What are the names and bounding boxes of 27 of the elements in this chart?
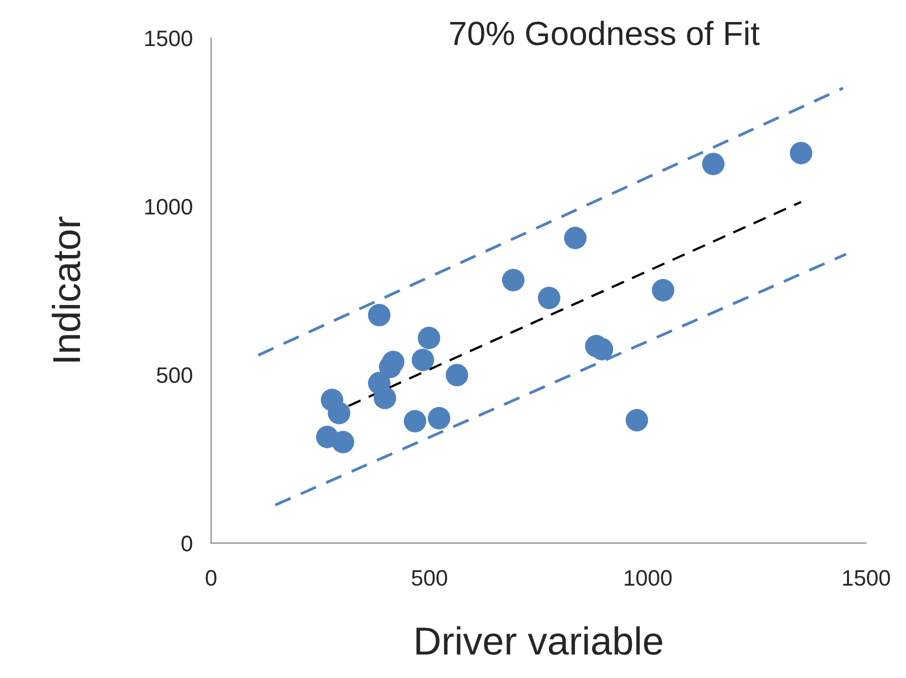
- chart-title: 70% Goodness of Fit: [450, 20, 760, 46]
- point: [404, 410, 426, 432]
- point: [428, 406, 450, 430]
- point: [368, 304, 390, 326]
- y-tick-label: 0: [182, 536, 192, 552]
- y-tick-label: 500: [156, 367, 192, 383]
- point: [652, 278, 674, 302]
- point: [626, 408, 648, 432]
- x-axis-title: Driver variable: [416, 626, 662, 655]
- point: [412, 348, 434, 372]
- x-tick-label: 1500: [843, 570, 890, 586]
- y-tick-label: 1500: [145, 30, 192, 46]
- point: [332, 430, 354, 454]
- point: [502, 268, 524, 292]
- point: [564, 226, 586, 250]
- y-axis-title: Indicator: [52, 216, 80, 362]
- x-tick-label: 1000: [624, 570, 672, 586]
- point: [418, 326, 440, 350]
- point: [702, 152, 724, 176]
- x-tick-label: 0: [206, 570, 216, 586]
- point: [328, 402, 350, 424]
- point: [538, 286, 560, 310]
- point: [446, 364, 468, 386]
- x-tick-label: 500: [412, 570, 448, 586]
- point: [374, 386, 396, 410]
- point: [790, 142, 812, 164]
- y-tick-label: 1000: [145, 198, 192, 215]
